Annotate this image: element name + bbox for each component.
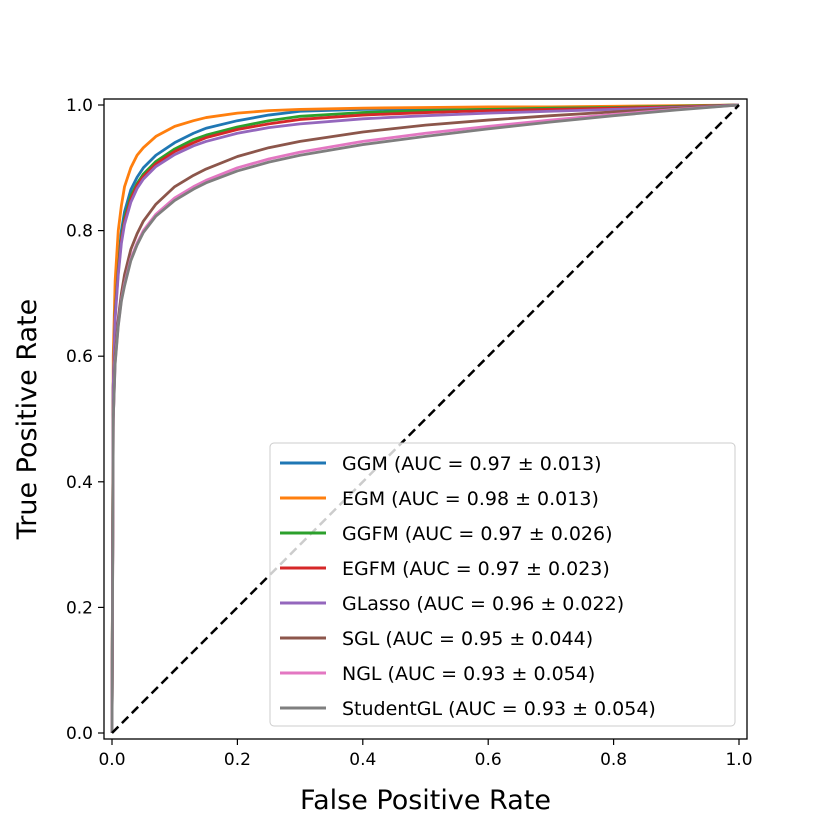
axis-ticks: 0.0 0.2 0.4 0.6 0.8 1.0 0.0 0.2 0.4 0.6 0.8 1.0 (66, 96, 753, 770)
y-tick-label: 0.6 (66, 347, 93, 367)
y-tick-label: 1.0 (66, 96, 93, 116)
x-tick-label: 1.0 (725, 750, 752, 770)
x-tick-label: 0.2 (224, 750, 251, 770)
legend-box (269, 442, 736, 727)
roc-curves (110, 103, 740, 734)
y-tick-label: 0.8 (66, 222, 93, 242)
roc-curve-egm (110, 103, 740, 734)
y-tick-label: 0.0 (66, 724, 93, 744)
legend-label-egm: EGM (AUC = 0.98 ± 0.013) (342, 488, 599, 510)
plot-area-frame (103, 98, 748, 740)
x-tick-label: 0.0 (98, 750, 125, 770)
x-tick-label: 0.6 (475, 750, 502, 770)
legend-label-egfm: EGFM (AUC = 0.97 ± 0.023) (342, 558, 610, 580)
legend: GGM (AUC = 0.97 ± 0.013) EGM (AUC = 0.98 … (269, 442, 736, 727)
legend-label-ggfm: GGFM (AUC = 0.97 ± 0.026) (342, 523, 613, 545)
y-tick-label: 0.4 (66, 473, 93, 493)
legend-label-sgl: SGL (AUC = 0.95 ± 0.044) (342, 628, 593, 650)
x-tick-label: 0.8 (600, 750, 627, 770)
legend-label-studentgl: StudentGL (AUC = 0.93 ± 0.054) (342, 698, 656, 720)
legend-label-ggm: GGM (AUC = 0.97 ± 0.013) (342, 453, 602, 475)
x-axis-label: False Positive Rate (300, 785, 551, 816)
legend-label-glasso: GLasso (AUC = 0.96 ± 0.022) (342, 593, 624, 615)
chance-diagonal-line (111, 104, 740, 734)
x-tick-label: 0.4 (349, 750, 376, 770)
y-axis-label: True Positive Rate (12, 299, 43, 541)
legend-label-ngl: NGL (AUC = 0.93 ± 0.054) (342, 663, 595, 685)
roc-curve-studentgl (110, 103, 740, 734)
roc-curve-glasso (110, 103, 740, 734)
y-tick-label: 0.2 (66, 598, 93, 618)
